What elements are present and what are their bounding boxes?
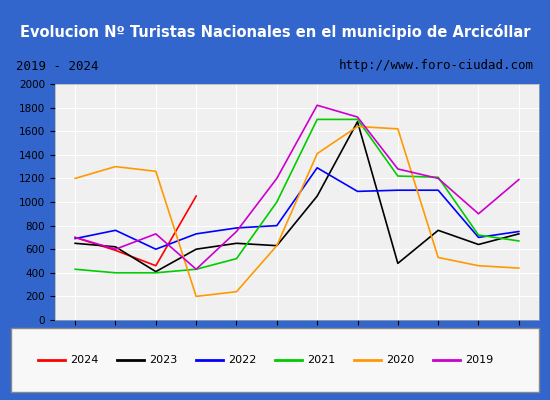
Text: Evolucion Nº Turistas Nacionales en el municipio de Arcicóllar: Evolucion Nº Turistas Nacionales en el m… — [20, 24, 530, 40]
Text: http://www.foro-ciudad.com: http://www.foro-ciudad.com — [339, 60, 534, 72]
FancyBboxPatch shape — [11, 328, 539, 392]
Text: 2022: 2022 — [228, 355, 257, 365]
Text: 2019: 2019 — [465, 355, 494, 365]
Text: 2024: 2024 — [70, 355, 98, 365]
Text: 2023: 2023 — [149, 355, 178, 365]
Text: 2021: 2021 — [307, 355, 336, 365]
Text: 2020: 2020 — [387, 355, 415, 365]
Text: 2019 - 2024: 2019 - 2024 — [16, 60, 99, 72]
